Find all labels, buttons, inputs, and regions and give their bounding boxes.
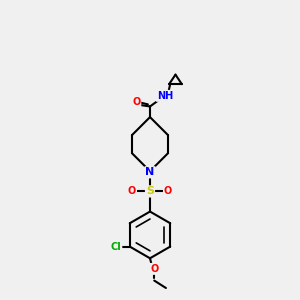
Text: N: N bbox=[146, 167, 154, 177]
Text: O: O bbox=[164, 186, 172, 197]
Text: NH: NH bbox=[157, 91, 173, 101]
Text: O: O bbox=[150, 264, 158, 274]
Text: O: O bbox=[132, 97, 140, 107]
Text: S: S bbox=[146, 186, 154, 197]
Text: Cl: Cl bbox=[111, 242, 122, 252]
Text: O: O bbox=[128, 186, 136, 197]
